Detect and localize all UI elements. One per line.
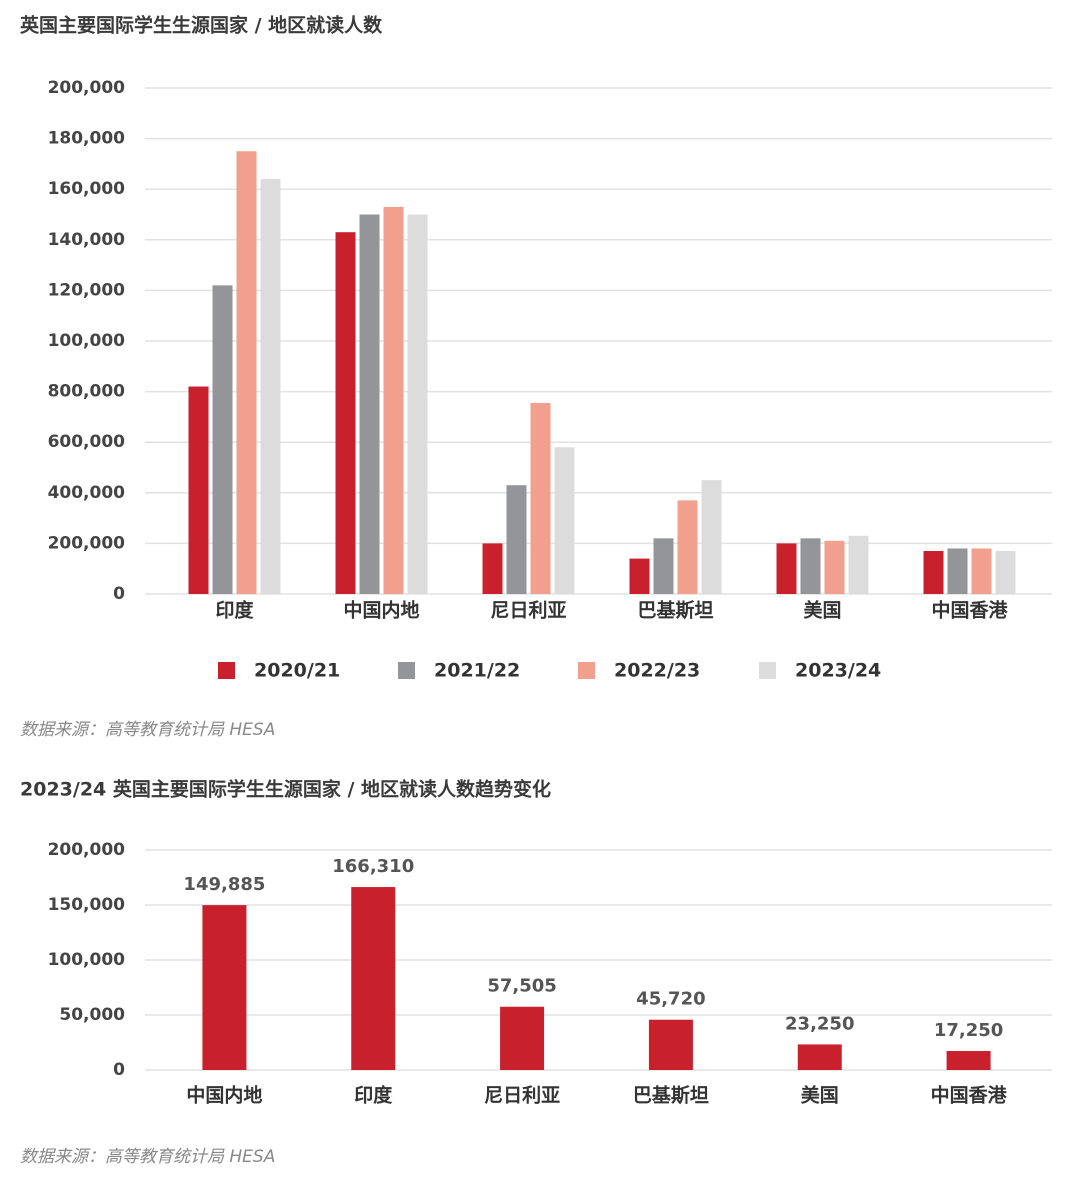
x-tick-label: 巴基斯坦 <box>633 1084 709 1107</box>
x-tick-label: 巴基斯坦 <box>637 599 713 622</box>
bar <box>506 485 527 594</box>
bar <box>351 887 396 1070</box>
bar <box>482 543 503 594</box>
x-tick-label: 中国香港 <box>931 1084 1008 1107</box>
x-tick-label: 美国 <box>803 599 841 622</box>
x-tick-label: 中国香港 <box>931 599 1008 622</box>
y-tick-label: 120,000 <box>48 280 126 300</box>
bar <box>236 151 257 594</box>
legend-label: 2020/21 <box>254 660 340 682</box>
y-tick-label: 200,000 <box>48 533 126 553</box>
y-tick-label: 140,000 <box>48 230 126 250</box>
bar <box>923 550 944 594</box>
x-tick-label: 美国 <box>801 1084 839 1107</box>
bar <box>359 214 380 594</box>
legend-swatch <box>759 662 776 679</box>
bar <box>946 1051 991 1070</box>
bar <box>848 535 869 594</box>
x-tick-label: 中国内地 <box>343 599 419 622</box>
bar <box>653 538 674 594</box>
value-label: 17,250 <box>934 1020 1003 1041</box>
legend-label: 2023/24 <box>795 660 881 682</box>
x-tick-label: 印度 <box>215 599 254 622</box>
x-tick-label: 尼日利亚 <box>490 600 566 622</box>
bar <box>824 540 845 594</box>
bar <box>971 548 992 594</box>
y-tick-label: 400,000 <box>48 483 126 503</box>
legend-label: 2021/22 <box>434 660 520 682</box>
y-tick-label: 150,000 <box>48 895 126 915</box>
y-tick-label: 200,000 <box>48 840 126 860</box>
value-label: 45,720 <box>636 989 705 1010</box>
chart-title: 英国主要国际学生生源国家 / 地区就读人数 <box>20 14 383 37</box>
y-tick-label: 800,000 <box>48 382 126 402</box>
y-tick-label: 50,000 <box>59 1005 125 1025</box>
bar <box>554 447 575 594</box>
legend-label: 2022/23 <box>614 660 700 682</box>
bar <box>383 206 404 594</box>
x-tick-label: 尼日利亚 <box>484 1085 560 1107</box>
bar <box>776 543 797 594</box>
bar <box>202 905 247 1070</box>
source-note: 数据来源：高等教育统计局 HESA <box>20 1147 275 1167</box>
bar <box>188 386 209 594</box>
bar <box>701 480 722 594</box>
bar <box>947 548 968 594</box>
y-tick-label: 600,000 <box>48 432 126 452</box>
bar <box>335 232 356 594</box>
chart-title: 2023/24 英国主要国际学生生源国家 / 地区就读人数趋势变化 <box>20 778 551 801</box>
bar <box>260 179 281 594</box>
bar <box>800 538 821 594</box>
y-tick-label: 0 <box>113 584 125 604</box>
y-tick-label: 100,000 <box>48 331 126 351</box>
bar <box>629 558 650 594</box>
x-tick-label: 印度 <box>354 1084 393 1107</box>
bar <box>648 1019 693 1070</box>
bar <box>212 285 233 594</box>
value-label: 57,505 <box>487 976 556 997</box>
legend-swatch <box>398 662 415 679</box>
bar <box>995 550 1016 594</box>
x-tick-label: 中国内地 <box>186 1084 262 1107</box>
y-tick-label: 100,000 <box>48 950 126 970</box>
bar <box>407 214 428 594</box>
y-tick-label: 160,000 <box>48 179 126 199</box>
bar <box>500 1006 545 1070</box>
bar <box>677 500 698 594</box>
y-tick-label: 0 <box>113 1060 125 1080</box>
legend-swatch <box>578 662 595 679</box>
value-label: 166,310 <box>332 856 414 877</box>
bar <box>530 402 551 594</box>
y-tick-label: 180,000 <box>48 129 126 149</box>
source-note: 数据来源：高等教育统计局 HESA <box>20 720 275 740</box>
value-label: 149,885 <box>183 874 265 895</box>
legend-swatch <box>218 662 235 679</box>
bar <box>797 1044 842 1070</box>
y-tick-label: 200,000 <box>48 78 126 98</box>
value-label: 23,250 <box>785 1013 854 1034</box>
